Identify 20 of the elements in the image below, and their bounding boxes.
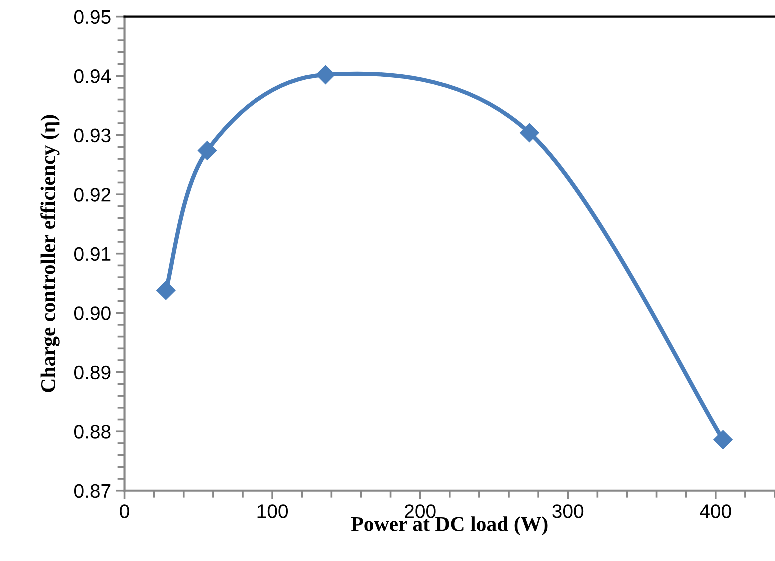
y-tick-label: 0.88: [74, 425, 111, 439]
point: [316, 65, 336, 84]
y-tick-label: 0.87: [74, 484, 111, 498]
point: [156, 281, 176, 300]
x-tick-label: 0: [120, 504, 130, 518]
x-tick-label: 100: [258, 504, 288, 518]
y-axis-title: Charge controller efficiency (η): [40, 115, 60, 392]
y-tick-label: 0.95: [74, 10, 111, 24]
x-tick-label: 200: [405, 504, 436, 518]
point: [520, 123, 540, 143]
y-tick-label: 0.91: [74, 247, 111, 262]
y-tick-label: 0.93: [74, 128, 111, 143]
point: [198, 141, 218, 160]
y-tick-label: 0.94: [74, 70, 112, 84]
x-tick-label: 400: [700, 504, 732, 518]
y-tick-label: 0.92: [74, 188, 111, 202]
y-tick-label: 0.89: [74, 366, 111, 380]
point: [714, 430, 733, 450]
y-tick-label: 0.90: [74, 306, 111, 320]
x-tick-label: 300: [552, 504, 584, 518]
